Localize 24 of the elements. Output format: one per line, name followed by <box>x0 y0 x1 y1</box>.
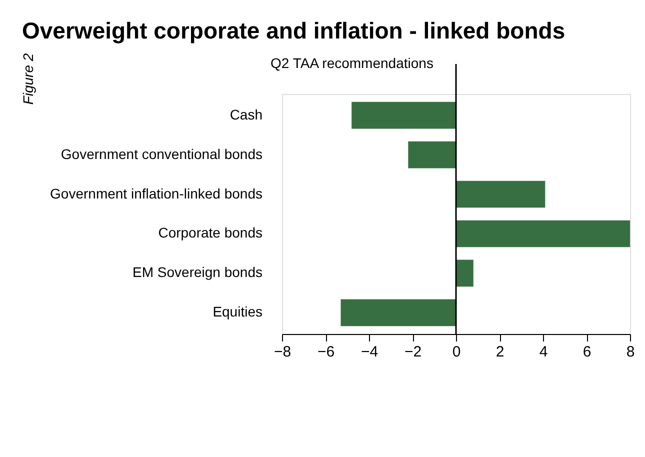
caption: Figure 2 <box>20 53 36 105</box>
y-tick-label: Government inflation-linked bonds <box>50 185 262 202</box>
bar <box>340 299 456 326</box>
bar <box>456 220 630 248</box>
y-tick-label: EM Sovereign bonds <box>132 264 262 280</box>
x-tick-label: −2 <box>404 344 422 360</box>
x-tick-label: −8 <box>274 344 292 360</box>
chart-subtitle: Q2 TAA recommendations <box>270 55 434 71</box>
y-tick-label: Equities <box>212 304 262 320</box>
bar <box>456 180 546 208</box>
x-tick-label: −4 <box>360 344 378 360</box>
x-tick-label: 0 <box>452 344 461 360</box>
x-tick-label: 6 <box>582 344 592 360</box>
chart-title: Overweight corporate and inflation - linked bonds <box>22 17 566 44</box>
x-tick-label: −6 <box>317 344 335 360</box>
y-tick-label: Government conventional bonds <box>60 146 262 162</box>
y-tick-label: Corporate bonds <box>158 224 262 241</box>
y-tick-label: Cash <box>230 106 262 122</box>
bar <box>456 260 474 287</box>
x-tick-label: 8 <box>626 344 635 360</box>
bar <box>352 102 456 129</box>
x-tick-label: 2 <box>496 344 504 360</box>
bar <box>408 141 456 168</box>
x-tick-label: 4 <box>539 344 548 360</box>
